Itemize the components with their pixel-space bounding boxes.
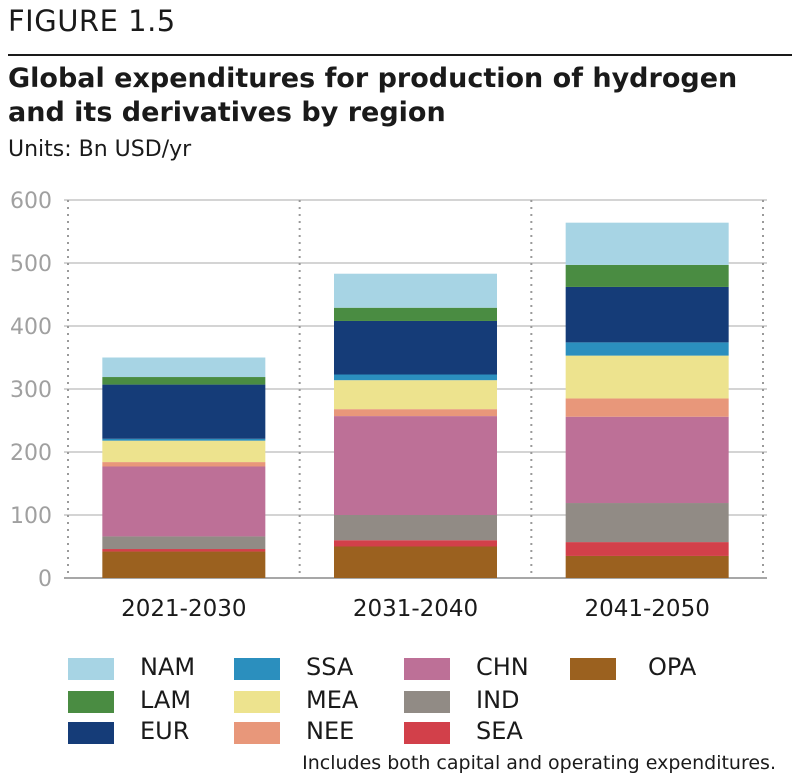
bar-segment-eur [102,384,266,439]
y-tick-label: 200 [10,441,52,466]
bar-segment-lam [102,377,266,385]
bar-segment-ssa [102,438,266,441]
x-tick-label: 2031-2040 [353,596,478,622]
units-label: Units: Bn USD/yr [8,137,192,162]
bar-segment-nee [334,409,497,417]
x-tick-label: 2021-2030 [121,596,246,622]
legend-label: MEA [306,686,359,714]
header-rule [8,54,792,56]
y-tick-label: 100 [10,504,52,529]
legend-swatch [68,722,114,744]
legend-swatch [68,691,114,713]
bar-segment-ind [334,515,497,541]
legend-label: SSA [306,653,354,681]
legend-swatch [68,658,114,680]
y-tick-label: 400 [10,315,52,340]
legend-swatch [404,658,450,680]
legend-label: CHN [476,653,529,681]
bar-segment-sea [102,549,266,552]
stacked-bar-chart: 0 100 200 300 400 500 600 2021-2030 2031-2040 204… [10,189,767,622]
legend-swatch [570,658,616,680]
bar-segment-chn [102,466,266,537]
y-tick-label: 600 [10,189,52,214]
bar-segment-eur [334,320,497,375]
bar-segment-ssa [334,374,497,381]
legend-label: OPA [648,653,697,681]
bar-segment-nee [102,462,266,467]
bar-segment-chn [334,416,497,515]
bar-segment-ind [565,503,729,543]
bar-segment-mea [334,380,497,410]
bar-segment-opa [565,555,729,578]
bar-segment-lam [565,264,729,287]
bar-segment-opa [334,546,497,578]
bar-segment-nee [565,398,729,417]
legend-label: LAM [140,686,192,714]
bar-segment-nam [334,273,497,308]
legend-label: SEA [476,717,523,745]
y-tick-label: 500 [10,252,52,277]
legend-swatch [404,722,450,744]
bar-segment-sea [565,542,729,556]
bar-segment-chn [565,416,729,504]
bar-segment-lam [334,307,497,321]
bar-segment-nam [102,357,266,378]
bar-segment-nam [565,222,729,265]
bar-segment-eur [565,286,729,343]
bar-segment-sea [334,540,497,547]
legend-label: NEE [306,717,355,745]
bar-segment-mea [565,355,729,399]
chart-title: Global expenditures for production of hy… [8,63,738,128]
bar-segment-mea [102,440,266,463]
legend-swatch [234,658,280,680]
figure-label: FIGURE 1.5 [8,4,176,38]
legend-swatch [234,691,280,713]
bar-segment-opa [102,551,266,578]
bar-segment-ind [102,536,266,550]
legend-label: NAM [140,653,196,681]
legend-label: IND [476,686,520,714]
legend-swatch [404,691,450,713]
bar-segment-ssa [565,342,729,356]
footnote: Includes both capital and operating expe… [302,752,776,774]
x-tick-label: 2041-2050 [584,596,709,622]
y-tick-label: 300 [10,378,52,403]
legend-swatch [234,722,280,744]
y-tick-label: 0 [38,567,52,592]
legend-label: EUR [140,717,190,745]
